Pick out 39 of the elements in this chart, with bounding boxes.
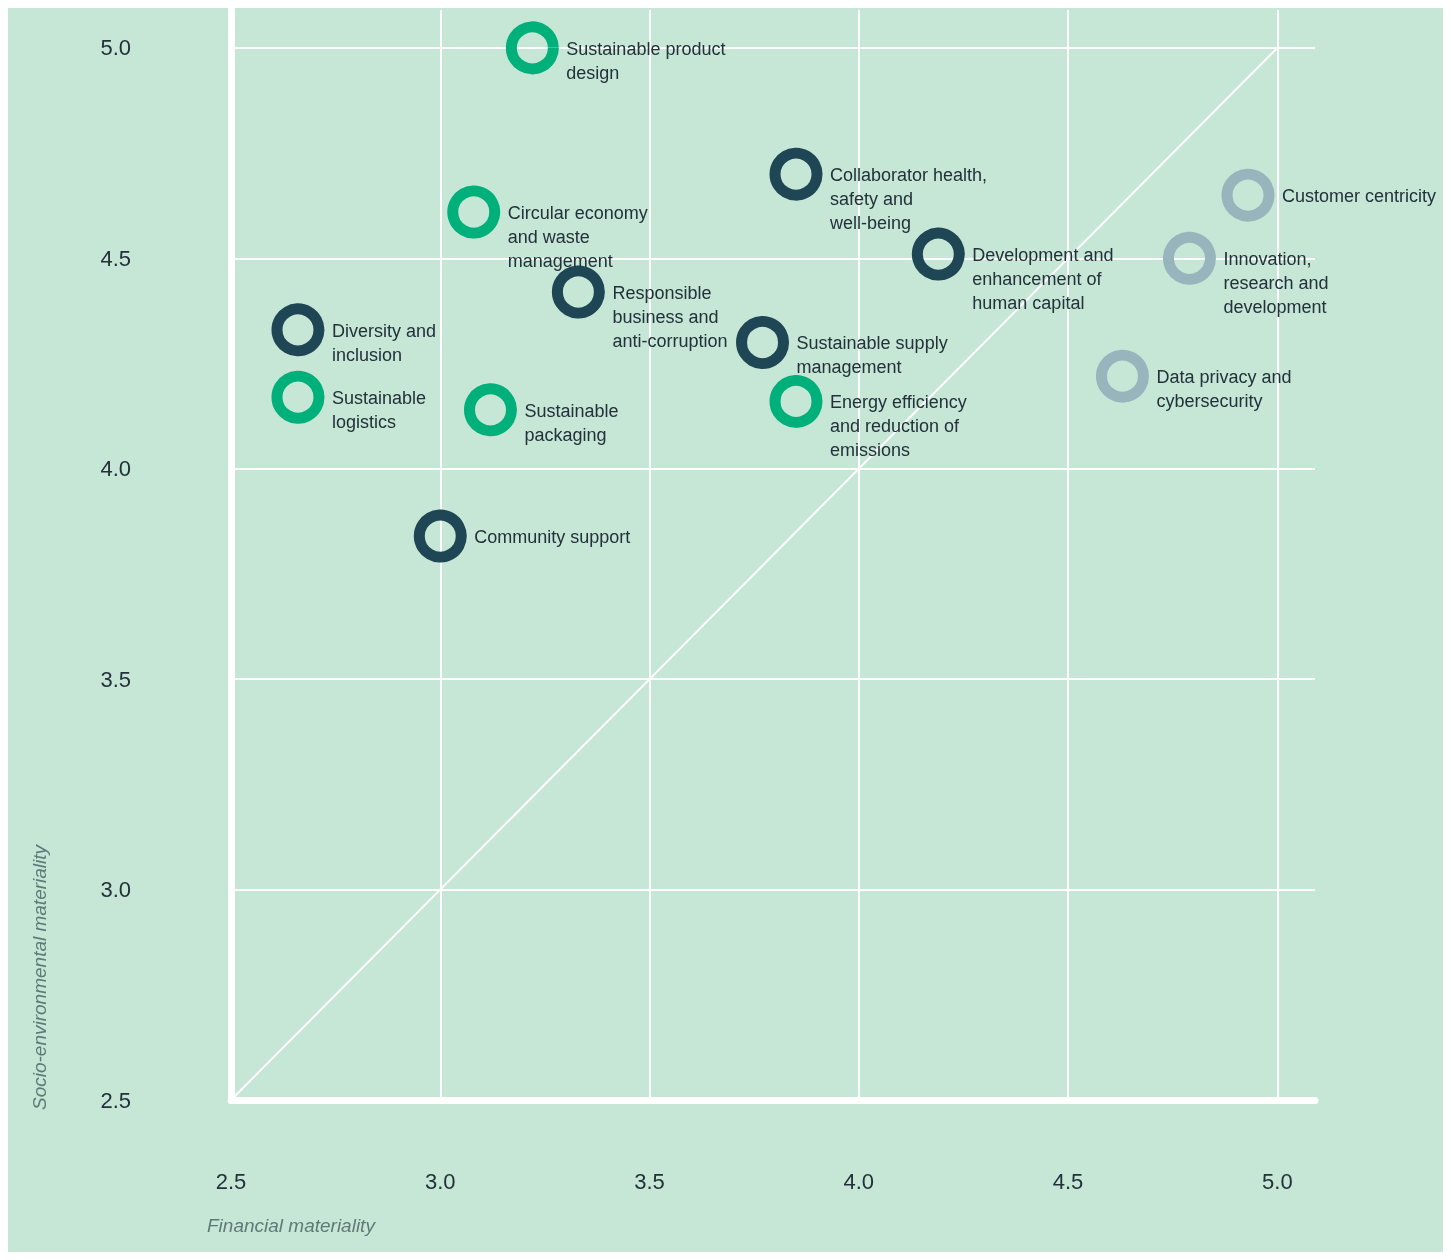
point [911, 227, 965, 281]
point [464, 383, 517, 437]
annotation: Innovation, research and development [1223, 249, 1329, 318]
x-axis-title: Financial materiality [207, 1215, 377, 1236]
annotation: Community support [474, 527, 631, 548]
point [769, 147, 823, 201]
point [505, 21, 559, 75]
x-tick-label: 5.0 [1262, 1168, 1293, 1194]
y-tick-label: 4.5 [100, 245, 131, 271]
y-tick-label: 3.5 [100, 666, 131, 692]
point [413, 509, 467, 563]
annotation: Energy efficiency and reduction of emissions [830, 392, 967, 461]
annotation: Data privacy and cybersecurity [1156, 367, 1292, 412]
y-tick-label: 3.0 [100, 877, 131, 903]
y-tick-label: 2.5 [100, 1087, 131, 1113]
point [447, 185, 501, 239]
annotation: Sustainable supply management [796, 333, 948, 378]
annotation: Sustainable packaging [524, 400, 619, 445]
annotation: Sustainable product design [566, 38, 726, 83]
y-axis-title: Socio-environmental materiality [29, 843, 50, 1110]
point [1096, 349, 1149, 403]
x-tick-label: 3.0 [424, 1168, 456, 1194]
annotation: Responsible business and anti-corruption [612, 282, 728, 351]
annotation: Development and enhancement of human capital [972, 245, 1114, 314]
point [271, 303, 325, 357]
annotation: Collaborator health, safety and well-being [829, 165, 988, 234]
x-tick-label: 4.5 [1052, 1168, 1084, 1194]
y-tick-label: 5.0 [100, 35, 131, 61]
point [1221, 168, 1275, 222]
x-tick-label: 2.5 [215, 1168, 247, 1194]
annotation: Diversity and inclusion [331, 320, 437, 365]
point [271, 370, 325, 424]
point [1162, 231, 1216, 285]
annotation: Sustainable logistics [331, 388, 427, 433]
x-tick-label: 4.0 [843, 1168, 875, 1194]
point [736, 315, 790, 369]
x-tick-label: 3.5 [634, 1168, 665, 1194]
y-tick-label: 4.0 [100, 456, 131, 482]
annotation: Customer centricity [1282, 186, 1437, 207]
